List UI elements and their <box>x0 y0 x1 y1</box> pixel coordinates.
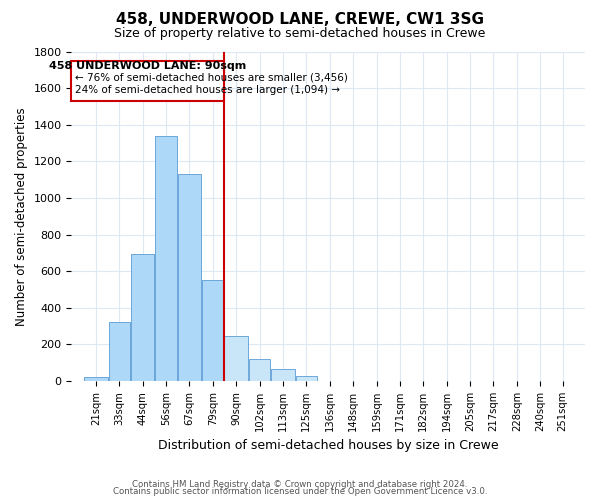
Bar <box>84 378 107 381</box>
X-axis label: Distribution of semi-detached houses by size in Crewe: Distribution of semi-detached houses by … <box>158 440 499 452</box>
Bar <box>249 359 270 381</box>
Bar <box>178 174 201 381</box>
Bar <box>71 60 224 101</box>
Text: 458 UNDERWOOD LANE: 90sqm: 458 UNDERWOOD LANE: 90sqm <box>49 61 247 71</box>
Bar <box>296 376 317 381</box>
Text: ← 76% of semi-detached houses are smaller (3,456): ← 76% of semi-detached houses are smalle… <box>76 72 349 82</box>
Text: Contains HM Land Registry data © Crown copyright and database right 2024.: Contains HM Land Registry data © Crown c… <box>132 480 468 489</box>
Bar <box>224 336 248 381</box>
Bar <box>155 136 176 381</box>
Text: Contains public sector information licensed under the Open Government Licence v3: Contains public sector information licen… <box>113 487 487 496</box>
Bar <box>271 369 295 381</box>
Text: 458, UNDERWOOD LANE, CREWE, CW1 3SG: 458, UNDERWOOD LANE, CREWE, CW1 3SG <box>116 12 484 28</box>
Bar <box>202 280 223 381</box>
Text: 24% of semi-detached houses are larger (1,094) →: 24% of semi-detached houses are larger (… <box>76 85 340 95</box>
Y-axis label: Number of semi-detached properties: Number of semi-detached properties <box>15 107 28 326</box>
Bar <box>109 322 130 381</box>
Bar <box>131 254 154 381</box>
Text: Size of property relative to semi-detached houses in Crewe: Size of property relative to semi-detach… <box>115 28 485 40</box>
